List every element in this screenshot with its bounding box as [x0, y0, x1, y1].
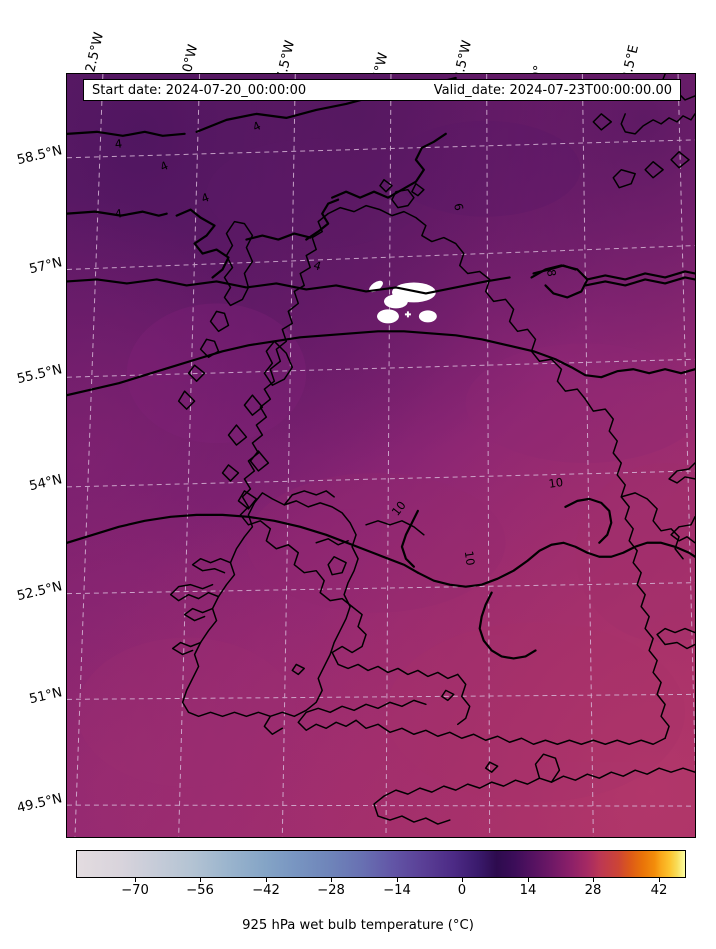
lat-tick-label: 54°N	[27, 472, 64, 495]
colorbar-tick	[593, 878, 594, 882]
svg-text:4: 4	[114, 206, 123, 221]
colorbar-tick-label: 28	[584, 883, 602, 898]
colorbar-tick-label: 14	[519, 883, 537, 898]
colorbar-tick	[397, 878, 398, 882]
colorbar-tick	[659, 878, 660, 882]
svg-text:6: 6	[451, 202, 466, 212]
contour-lines	[67, 76, 695, 660]
colorbar-tick	[135, 878, 136, 882]
colorbar-tick	[200, 878, 201, 882]
coastlines	[169, 74, 695, 825]
colorbar-tick	[528, 878, 529, 882]
valid-date-text: Valid_date: 2024-07-23T00:00:00.00	[433, 82, 672, 98]
lat-tick-label: 58.5°N	[15, 143, 64, 169]
colorbar-tick-label: −42	[252, 883, 280, 898]
colorbar-tick-label: 0	[457, 883, 467, 898]
lat-tick-label: 51°N	[27, 685, 64, 708]
lat-tick-label: 49.5°N	[15, 791, 64, 817]
svg-text:10: 10	[462, 550, 478, 566]
lat-tick-label: 57°N	[27, 255, 64, 278]
contour-labels: 4 4 4 4 4 4 6 8 10 10 10	[114, 118, 564, 566]
date-info-bar: Start date: 2024-07-20_00:00:00 Valid_da…	[83, 79, 681, 101]
colorbar-gradient	[77, 851, 685, 877]
lat-tick-label: 52.5°N	[15, 579, 64, 605]
svg-text:4: 4	[312, 258, 323, 273]
colorbar-tick	[266, 878, 267, 882]
temperature-field: 4 4 4 4 4 4 6 8 10 10 10	[67, 74, 695, 837]
colorbar-tick-label: −14	[383, 883, 411, 898]
colorbar[interactable]	[76, 850, 686, 878]
svg-text:4: 4	[199, 190, 211, 206]
graticule	[67, 74, 695, 837]
svg-text:4: 4	[114, 136, 123, 151]
colorbar-caption: 925 hPa wet bulb temperature (°C)	[242, 918, 474, 933]
colorbar-tick-label: −28	[317, 883, 345, 898]
map-plot-area[interactable]: 4 4 4 4 4 4 6 8 10 10 10 Start date: 202…	[66, 73, 696, 838]
start-date-text: Start date: 2024-07-20_00:00:00	[92, 82, 307, 98]
svg-text:8: 8	[544, 268, 559, 277]
masked-data-patches	[369, 280, 437, 324]
field-fill	[67, 74, 695, 837]
colorbar-tick	[331, 878, 332, 882]
colorbar-tick-label: −56	[186, 883, 214, 898]
colorbar-tick-label: −70	[121, 883, 149, 898]
colorbar-tick	[462, 878, 463, 882]
svg-text:10: 10	[548, 475, 564, 491]
colorbar-tick-label: 42	[650, 883, 668, 898]
lat-tick-label: 55.5°N	[15, 362, 64, 388]
